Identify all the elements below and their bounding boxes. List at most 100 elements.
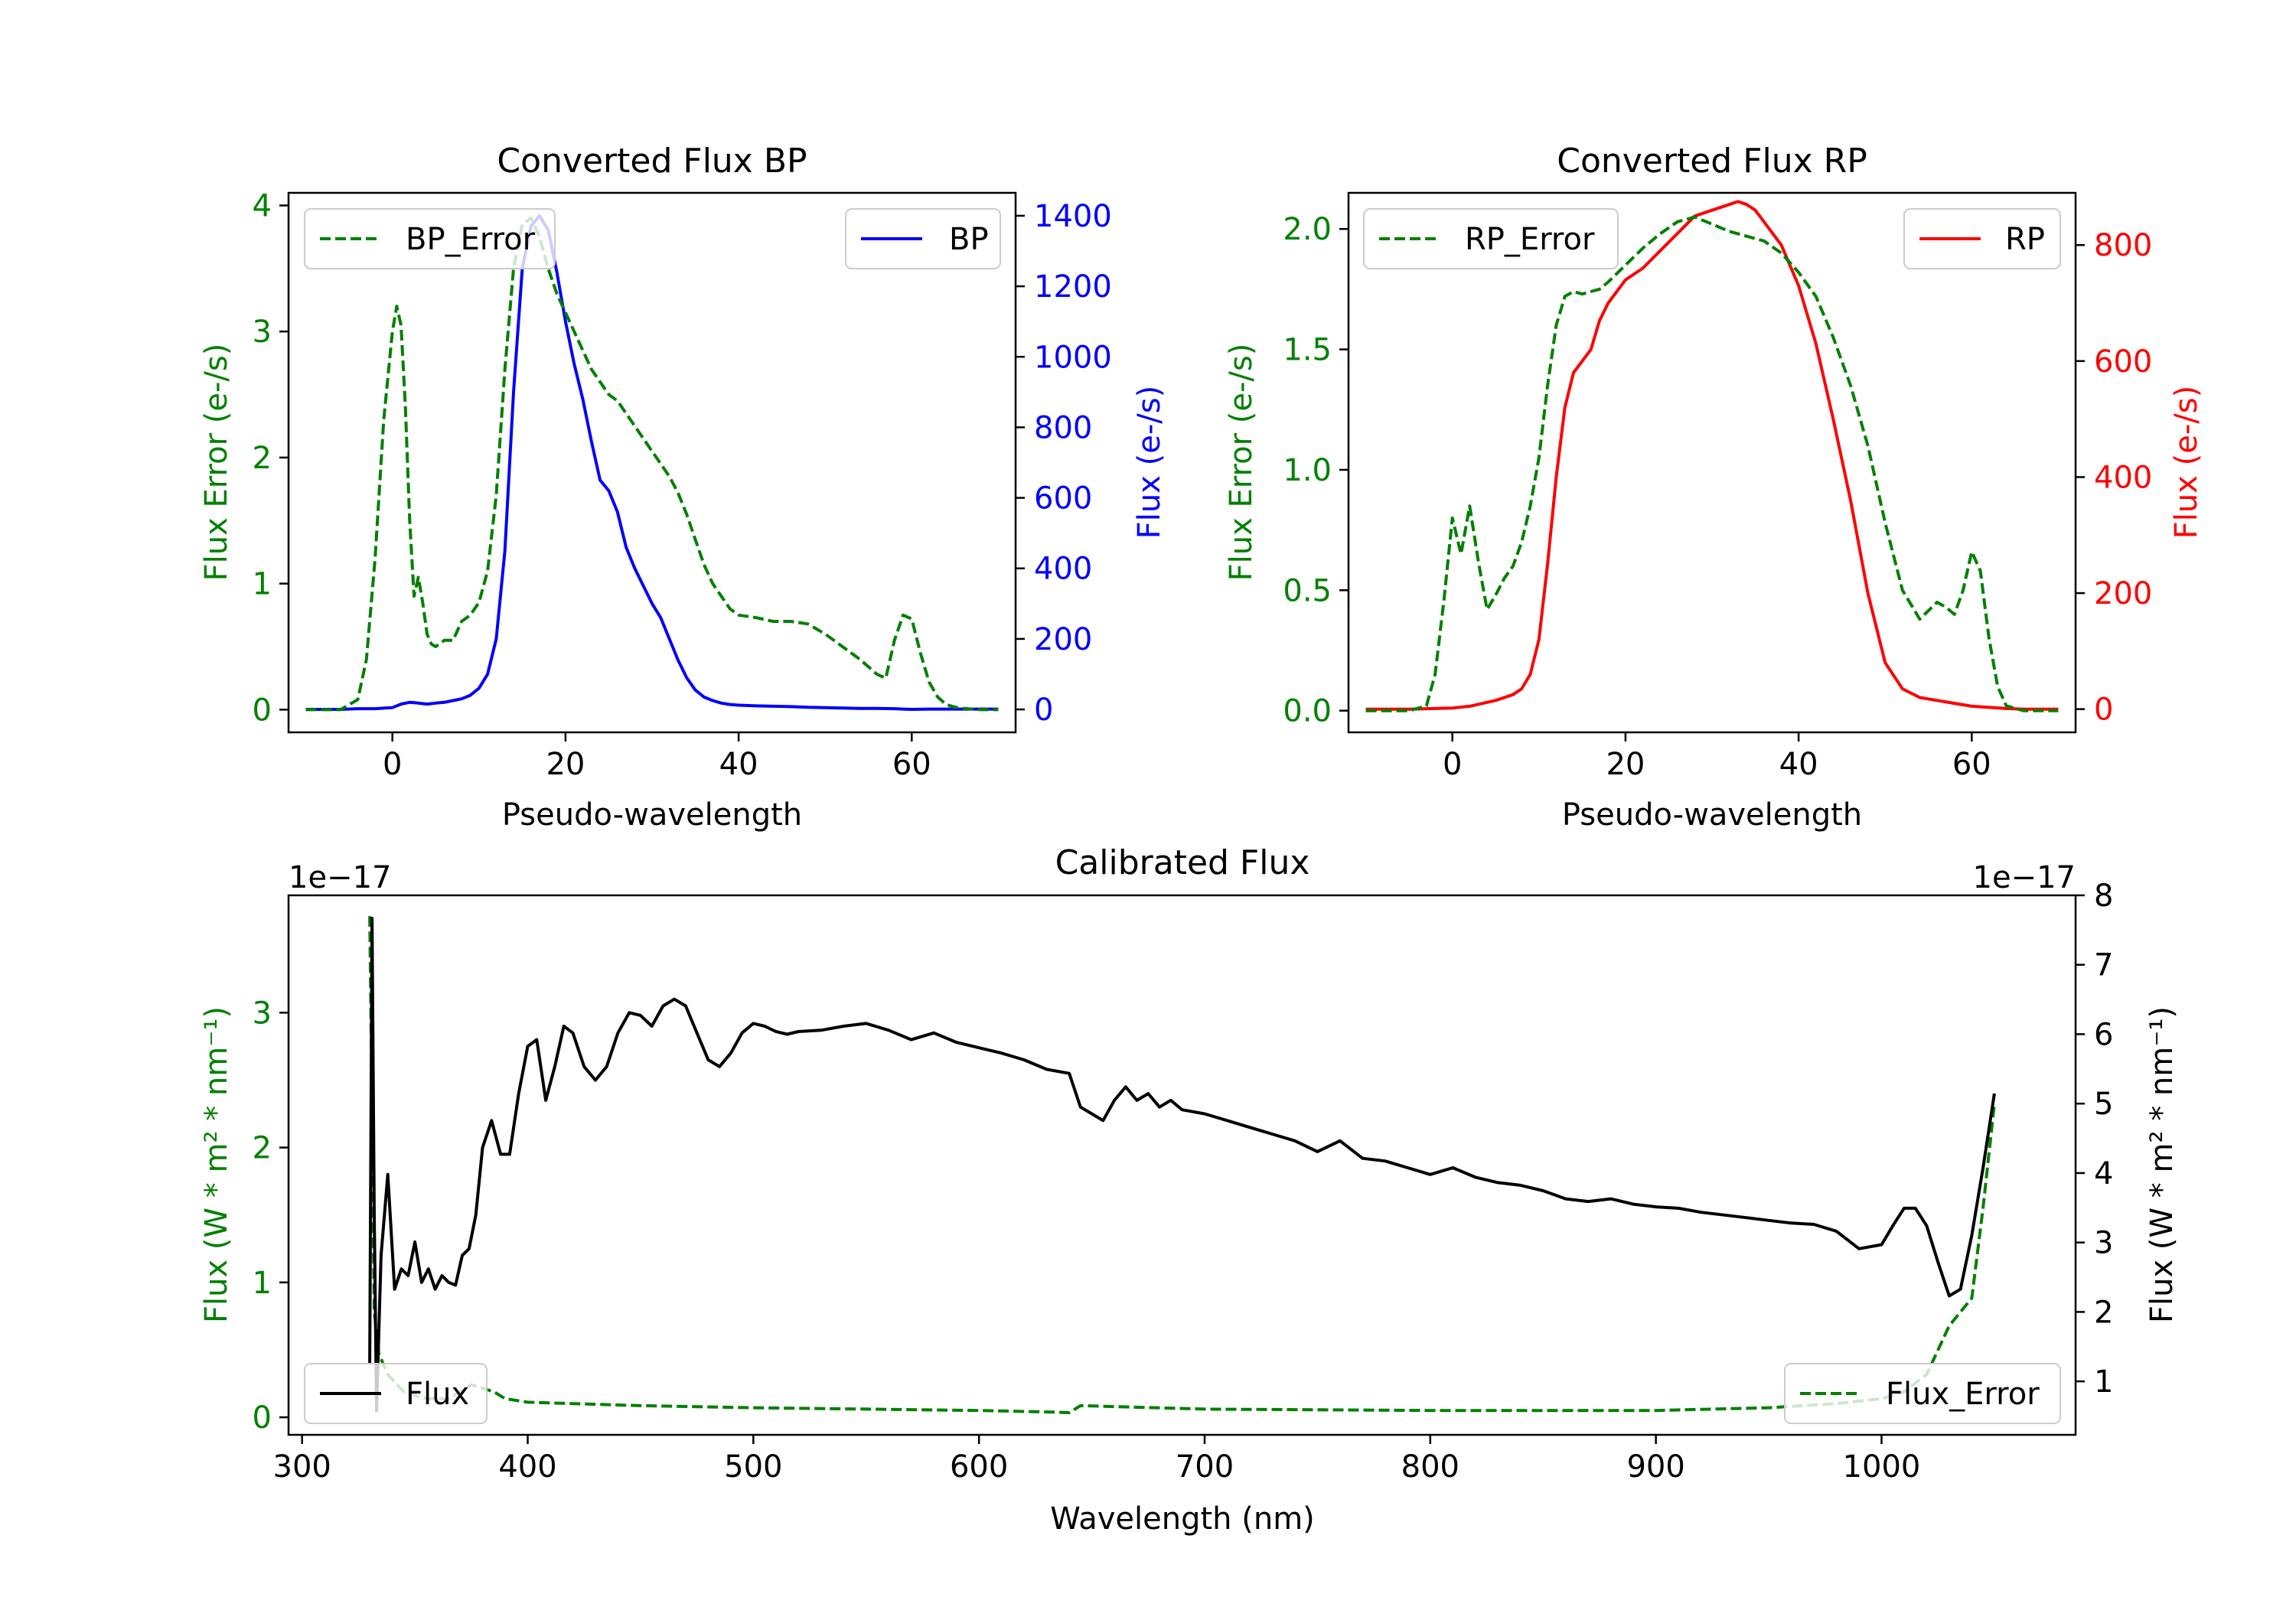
y-tick-label-left: 1.5 [1283, 333, 1332, 368]
chart-bp-y-axis-label-right: Flux (e-/s) [1132, 386, 1167, 539]
chart-bp-y-ticks-right: 0 200 400 600 800 1000 1200 1400 [1016, 199, 1112, 728]
chart-calibrated-axes-frame [287, 894, 2077, 1436]
y-tick-label-right: 1400 [1034, 199, 1112, 234]
legend-label-bp: BP [949, 222, 989, 257]
legend-label-bp-error: BP_Error [406, 222, 536, 257]
y-tick-label-right: 7 [2094, 948, 2113, 983]
x-tick-label: 20 [546, 747, 585, 782]
x-tick-label: 900 [1626, 1449, 1684, 1485]
y-tick-label-right: 800 [1034, 410, 1092, 445]
y-tick-label-left: 0 [253, 1400, 272, 1436]
y-tick-label-right: 4 [2094, 1156, 2113, 1191]
chart-bp-x-ticks: 0 20 40 60 [383, 732, 931, 782]
y-tick-label-right: 6 [2094, 1017, 2113, 1052]
y-tick-label-right: 400 [2094, 460, 2152, 495]
chart-calibrated-y-axis-label-left: Flux (W * m² * nm⁻¹) [199, 1006, 234, 1323]
chart-rp-legend-right: RP [1903, 208, 2061, 269]
x-tick-label: 800 [1401, 1449, 1459, 1485]
x-tick-label: 40 [1779, 747, 1818, 782]
y-tick-label-right: 1 [2094, 1364, 2113, 1400]
legend-label-rp-error: RP_Error [1465, 222, 1595, 257]
chart-bp-y-ticks-left: 0 1 2 3 4 [253, 188, 289, 728]
y-tick-label-right: 1000 [1034, 340, 1112, 375]
chart-rp-x-axis-label: Pseudo-wavelength [1562, 797, 1862, 833]
chart-calibrated-legend-right: Flux_Error [1784, 1363, 2061, 1424]
legend-label-flux: Flux [406, 1377, 469, 1412]
legend-box [304, 1363, 488, 1424]
y-tick-label-left: 1 [253, 1266, 272, 1301]
chart-bp-legend-left: BP_Error [304, 208, 556, 269]
legend-box [1903, 208, 2061, 269]
chart-rp-legend-left: RP_Error [1363, 208, 1619, 269]
x-tick-label: 40 [719, 747, 758, 782]
y-tick-label-left: 0.5 [1283, 573, 1332, 608]
chart-rp: Converted Flux RP 0 20 40 60 0.0 0.5 1.0 1.5 2.… [1224, 142, 2204, 833]
chart-calibrated-offset-text-right: 1e−17 [1973, 860, 2076, 895]
chart-calibrated: Calibrated Flux 300 400 500 600 700 800 900 100… [199, 843, 2180, 1537]
chart-rp-series-rp [1365, 200, 2059, 711]
y-tick-label-left: 1 [253, 567, 272, 602]
chart-calibrated-offset-text-left: 1e−17 [289, 860, 391, 895]
y-tick-label-left: 2 [253, 1131, 272, 1166]
chart-bp-series-bp [305, 214, 999, 711]
chart-rp-title: Converted Flux RP [1557, 142, 1867, 181]
x-tick-label: 400 [498, 1449, 556, 1485]
y-tick-label-left: 0 [253, 693, 272, 728]
x-tick-label: 60 [1952, 747, 1991, 782]
chart-calibrated-y-ticks-right: 1 2 3 4 5 6 7 8 [2076, 878, 2113, 1400]
x-tick-label: 600 [950, 1449, 1008, 1485]
chart-calibrated-legend-left: Flux [304, 1363, 488, 1424]
legend-label-rp: RP [2005, 222, 2045, 257]
chart-calibrated-y-axis-label-right: Flux (W * m² * nm⁻¹) [2144, 1006, 2180, 1323]
chart-bp-plot [305, 214, 999, 712]
y-tick-label-right: 800 [2094, 228, 2152, 263]
series-line-bp-error [305, 216, 999, 712]
legend-box [1784, 1363, 2061, 1424]
chart-rp-series-rp-error [1365, 215, 2059, 712]
y-tick-label-right: 3 [2094, 1226, 2113, 1261]
chart-calibrated-x-axis-label: Wavelength (nm) [1050, 1501, 1315, 1537]
y-tick-label-left: 3 [253, 315, 272, 350]
chart-calibrated-x-ticks: 300 400 500 600 700 800 900 1000 [273, 1435, 1921, 1485]
legend-label-flux-error: Flux_Error [1886, 1377, 2040, 1412]
chart-rp-axes-frame [1347, 191, 2077, 734]
chart-rp-y-axis-label-right: Flux (e-/s) [2169, 386, 2204, 539]
y-tick-label-left: 2 [253, 441, 272, 476]
chart-rp-x-ticks: 0 20 40 60 [1443, 732, 1991, 782]
y-tick-label-right: 600 [2094, 344, 2152, 380]
chart-bp-legend-right: BP [845, 208, 1001, 269]
y-tick-label-right: 5 [2094, 1087, 2113, 1122]
x-tick-label: 700 [1176, 1449, 1234, 1485]
y-tick-label-right: 200 [1034, 622, 1092, 657]
x-tick-label: 20 [1606, 747, 1645, 782]
y-tick-label-right: 400 [1034, 552, 1092, 587]
series-line-flux [368, 917, 1996, 1413]
y-tick-label-left: 0.0 [1283, 694, 1332, 729]
chart-calibrated-title: Calibrated Flux [1055, 843, 1310, 882]
chart-calibrated-series-flux [368, 917, 1996, 1413]
series-line-rp-error [1365, 215, 2059, 712]
y-tick-label-left: 1.0 [1283, 453, 1332, 488]
y-tick-label-left: 3 [253, 996, 272, 1031]
chart-bp-y-axis-label-left: Flux Error (e-/s) [199, 344, 234, 582]
chart-bp-x-axis-label: Pseudo-wavelength [502, 797, 802, 833]
x-tick-label: 500 [724, 1449, 782, 1485]
y-tick-label-left: 4 [253, 188, 272, 223]
chart-bp-title: Converted Flux BP [497, 142, 807, 181]
chart-rp-plot [1365, 200, 2059, 712]
x-tick-label: 60 [892, 747, 931, 782]
x-tick-label: 300 [273, 1449, 331, 1485]
series-line-bp [305, 214, 999, 711]
y-tick-label-left: 2.0 [1283, 212, 1332, 247]
x-tick-label: 0 [383, 747, 402, 782]
chart-bp-axes-frame [287, 191, 1017, 734]
chart-rp-y-ticks-right: 0 200 400 600 800 [2076, 228, 2152, 728]
y-tick-label-right: 0 [2094, 693, 2113, 728]
y-tick-label-right: 2 [2094, 1295, 2113, 1330]
chart-bp-series-bp-error [305, 216, 999, 712]
y-tick-label-right: 200 [2094, 576, 2152, 611]
y-tick-label-right: 600 [1034, 481, 1092, 517]
y-tick-label-right: 8 [2094, 878, 2113, 914]
y-tick-label-right: 0 [1034, 693, 1053, 728]
x-tick-label: 1000 [1843, 1449, 1921, 1485]
